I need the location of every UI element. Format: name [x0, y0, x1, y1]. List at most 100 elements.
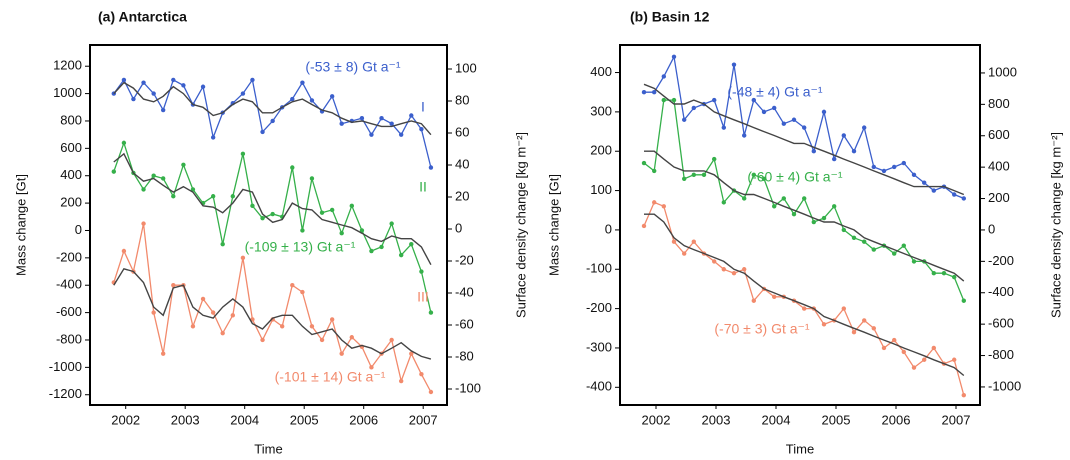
data-point — [270, 118, 275, 124]
data-point — [171, 77, 176, 83]
data-point — [329, 207, 335, 213]
panel-title: (a) Antarctica — [98, 9, 187, 25]
data-point — [131, 96, 136, 102]
y2-axis-label: Surface density change [kg m⁻²] — [513, 132, 528, 318]
data-point — [851, 149, 857, 154]
data-point — [409, 113, 414, 118]
y2-tick-label: 200 — [988, 190, 1010, 205]
data-point — [881, 345, 887, 351]
data-point — [121, 248, 127, 254]
annotation: I — [421, 99, 425, 115]
x-tick-label: 2005 — [290, 412, 319, 427]
data-point — [731, 62, 737, 67]
y2-tick-label: 60 — [455, 124, 469, 139]
data-point — [398, 252, 404, 258]
data-point — [309, 324, 315, 329]
data-point — [772, 204, 777, 209]
data-point — [841, 133, 846, 138]
data-point — [389, 221, 394, 226]
data-point — [641, 160, 647, 166]
y-tick-label: -400 — [56, 277, 82, 292]
panel: (b) Basin 12-400-300-200-100010020030040… — [546, 9, 1063, 457]
x-axis-label: Time — [786, 441, 814, 456]
data-point — [811, 219, 816, 225]
data-point — [250, 203, 255, 209]
data-point — [791, 211, 797, 217]
data-point — [300, 289, 305, 295]
data-point — [210, 310, 216, 315]
data-point — [200, 296, 206, 302]
y2-tick-label: 100 — [455, 60, 477, 75]
plot-frame — [619, 44, 981, 406]
y2-tick-label: 400 — [988, 159, 1010, 174]
y2-tick-label: 40 — [455, 156, 469, 171]
data-point — [922, 357, 927, 362]
data-point — [671, 54, 677, 60]
data-point — [151, 310, 156, 315]
data-point — [121, 140, 127, 146]
y-tick-label: 800 — [60, 112, 82, 127]
data-point — [379, 244, 384, 250]
data-point — [821, 109, 827, 115]
data-point — [160, 107, 166, 113]
data-point — [742, 133, 747, 138]
data-point — [751, 97, 756, 103]
x-tick-label: 2004 — [762, 412, 791, 427]
data-point — [141, 80, 146, 85]
y-tick-label: 600 — [60, 140, 82, 155]
data-point — [712, 259, 717, 264]
data-point — [319, 210, 325, 215]
data-point — [428, 389, 434, 395]
y-tick-label: -100 — [586, 261, 612, 276]
data-point — [661, 97, 666, 103]
data-point — [911, 259, 917, 264]
data-point — [892, 164, 897, 170]
data-point — [349, 203, 354, 209]
data-point — [419, 269, 424, 274]
y2-tick-label: -1000 — [988, 378, 1021, 393]
data-point — [742, 267, 747, 272]
annotation: (-109 ± 13) Gt a⁻¹ — [245, 239, 356, 255]
y-tick-label: 1200 — [53, 58, 82, 73]
data-point — [821, 322, 827, 327]
data-point — [309, 98, 315, 103]
data-point — [270, 211, 275, 217]
data-point — [802, 306, 807, 311]
data-point — [369, 365, 374, 370]
data-point — [761, 176, 767, 181]
data-point — [220, 241, 225, 247]
y2-tick-label: -20 — [455, 252, 474, 267]
data-point — [329, 94, 335, 99]
x-tick-label: 2002 — [642, 412, 671, 427]
data-point — [862, 239, 867, 244]
y2-tick-label: 800 — [988, 96, 1010, 111]
data-line — [113, 78, 432, 168]
smooth-line — [644, 213, 965, 377]
data-point — [881, 168, 887, 174]
data-point — [901, 160, 906, 166]
data-point — [961, 392, 966, 398]
data-point — [862, 125, 867, 130]
data-point — [682, 176, 687, 181]
data-point — [230, 194, 235, 199]
data-point — [931, 188, 936, 193]
y2-tick-label: -100 — [455, 380, 481, 395]
y-tick-label: 0 — [605, 221, 612, 236]
y-tick-label: -600 — [56, 304, 82, 319]
annotation: (-60 ± 4) Gt a⁻¹ — [747, 169, 843, 185]
data-point — [961, 196, 966, 201]
data-point — [931, 270, 936, 276]
data-point — [190, 324, 196, 329]
data-point — [652, 168, 657, 174]
data-point — [200, 84, 206, 89]
data-point — [832, 204, 837, 209]
data-point — [901, 349, 906, 355]
data-point — [761, 109, 767, 115]
y2-tick-label: 0 — [988, 221, 995, 236]
data-point — [339, 351, 344, 356]
x-tick-label: 2005 — [822, 412, 851, 427]
data-point — [250, 77, 255, 83]
data-point — [832, 156, 837, 162]
data-point — [682, 251, 687, 256]
data-point — [220, 330, 225, 336]
